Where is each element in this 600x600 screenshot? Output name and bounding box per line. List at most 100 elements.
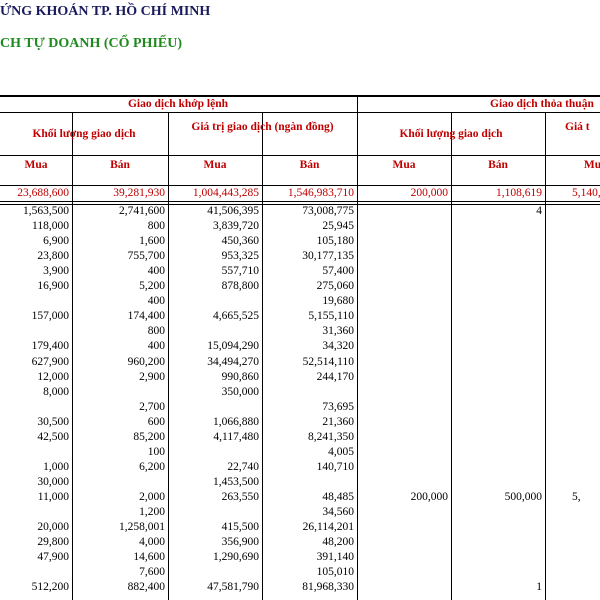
data-cell: 48,485 bbox=[322, 490, 354, 503]
grid-line bbox=[262, 112, 263, 600]
grid-line bbox=[0, 201, 600, 202]
grid-line bbox=[0, 203, 600, 205]
data-cell: 73,008,775 bbox=[302, 205, 354, 217]
data-cell: 140,710 bbox=[316, 460, 354, 473]
data-cell: 85,200 bbox=[133, 430, 165, 443]
data-cell: 512,200 bbox=[31, 581, 69, 594]
sub-header: Khối lượng giao dịch bbox=[32, 128, 136, 140]
data-cell: 6,200 bbox=[139, 460, 165, 473]
data-cell: 34,494,270 bbox=[207, 355, 259, 368]
column-header: Mu bbox=[583, 159, 600, 171]
data-cell: 105,180 bbox=[316, 235, 354, 248]
data-cell: 5, bbox=[572, 490, 581, 503]
data-cell: 500,000 bbox=[504, 490, 542, 503]
column-header: Bán bbox=[299, 159, 320, 171]
data-cell: 1,453,500 bbox=[213, 475, 259, 488]
data-cell: 1 bbox=[536, 581, 542, 594]
data-cell: 400 bbox=[147, 340, 165, 353]
data-cell: 356,900 bbox=[221, 536, 259, 549]
data-cell: 878,800 bbox=[221, 280, 259, 293]
total-cell: 1,004,443,285 bbox=[192, 187, 259, 199]
data-cell: 7,600 bbox=[139, 566, 165, 579]
data-cell: 29,800 bbox=[37, 536, 69, 549]
data-cell: 755,700 bbox=[127, 250, 165, 263]
data-cell: 450,360 bbox=[221, 235, 259, 248]
data-cell: 1,000 bbox=[43, 460, 69, 473]
data-cell: 990,860 bbox=[221, 370, 259, 383]
data-cell: 81,968,330 bbox=[302, 581, 354, 594]
data-cell: 3,900 bbox=[43, 265, 69, 278]
data-cell: 22,740 bbox=[227, 460, 259, 473]
data-cell: 2,000 bbox=[139, 490, 165, 503]
data-cell: 2,900 bbox=[139, 370, 165, 383]
data-cell: 1,290,690 bbox=[213, 551, 259, 564]
grid-line bbox=[357, 112, 600, 113]
data-cell: 1,066,880 bbox=[213, 415, 259, 428]
total-cell: 23,688,600 bbox=[17, 187, 69, 199]
data-cell: 100 bbox=[147, 445, 165, 458]
data-cell: 4,005 bbox=[328, 445, 354, 458]
data-cell: 57,400 bbox=[322, 265, 354, 278]
data-cell: 4,665,525 bbox=[213, 310, 259, 323]
data-cell: 800 bbox=[147, 325, 165, 338]
sub-header: Giá trị giao dịch (ngàn đồng) bbox=[191, 121, 334, 133]
data-cell: 42,500 bbox=[37, 430, 69, 443]
data-cell: 14,600 bbox=[133, 551, 165, 564]
sub-header: Giá t bbox=[565, 121, 590, 133]
column-header: Mua bbox=[203, 159, 227, 171]
data-cell: 1,563,500 bbox=[23, 205, 69, 217]
data-cell: 960,200 bbox=[127, 355, 165, 368]
data-cell: 3,839,720 bbox=[213, 220, 259, 233]
total-cell: 1,108,619 bbox=[496, 187, 542, 199]
data-cell: 200,000 bbox=[410, 490, 448, 503]
data-cell: 47,581,790 bbox=[207, 581, 259, 594]
data-cell: 12,000 bbox=[37, 370, 69, 383]
data-cell: 118,000 bbox=[32, 220, 69, 233]
data-cell: 5,155,110 bbox=[308, 310, 354, 323]
grid-line bbox=[168, 112, 169, 600]
data-cell: 19,680 bbox=[322, 295, 354, 308]
data-cell: 31,360 bbox=[322, 325, 354, 338]
data-cell: 800 bbox=[147, 220, 165, 233]
subtitle: CH TỰ DOANH (CỔ PHIẾU) bbox=[0, 36, 182, 51]
data-cell: 4,000 bbox=[139, 536, 165, 549]
data-cell: 52,514,110 bbox=[302, 355, 354, 368]
data-cell: 26,114,201 bbox=[302, 521, 354, 534]
grid-line bbox=[0, 112, 357, 113]
data-cell: 6,900 bbox=[43, 235, 69, 248]
data-cell: 400 bbox=[147, 265, 165, 278]
column-header: Mua bbox=[24, 159, 48, 171]
data-cell: 350,000 bbox=[221, 385, 259, 398]
data-cell: 41,506,395 bbox=[207, 205, 259, 217]
data-cell: 34,320 bbox=[322, 340, 354, 353]
data-cell: 1,600 bbox=[139, 235, 165, 248]
data-cell: 882,400 bbox=[127, 581, 165, 594]
data-cell: 4 bbox=[536, 205, 542, 217]
data-cell: 174,400 bbox=[127, 310, 165, 323]
data-cell: 400 bbox=[147, 295, 165, 308]
grid-line bbox=[0, 155, 600, 156]
total-cell: 39,281,930 bbox=[113, 187, 165, 199]
sub-header: Khối lượng giao dịch bbox=[399, 128, 503, 140]
data-cell: 557,710 bbox=[221, 265, 259, 278]
total-cell: 200,000 bbox=[410, 187, 448, 199]
data-cell: 244,170 bbox=[316, 370, 354, 383]
data-cell: 21,360 bbox=[322, 415, 354, 428]
grid-line bbox=[72, 112, 73, 600]
data-cell: 415,500 bbox=[221, 521, 259, 534]
total-cell: 1,546,983,710 bbox=[287, 187, 354, 199]
data-cell: 23,800 bbox=[37, 250, 69, 263]
data-cell: 11,000 bbox=[37, 490, 69, 503]
data-cell: 16,900 bbox=[37, 280, 69, 293]
grid-line bbox=[0, 185, 600, 186]
data-cell: 5,200 bbox=[139, 280, 165, 293]
data-cell: 34,560 bbox=[322, 506, 354, 518]
data-cell: 30,177,135 bbox=[302, 250, 354, 263]
data-cell: 627,900 bbox=[31, 355, 69, 368]
data-cell: 48,200 bbox=[322, 536, 354, 549]
data-cell: 30,500 bbox=[37, 415, 69, 428]
data-cell: 157,000 bbox=[31, 310, 69, 323]
grid-line bbox=[0, 95, 600, 97]
data-cell: 47,900 bbox=[37, 551, 69, 564]
